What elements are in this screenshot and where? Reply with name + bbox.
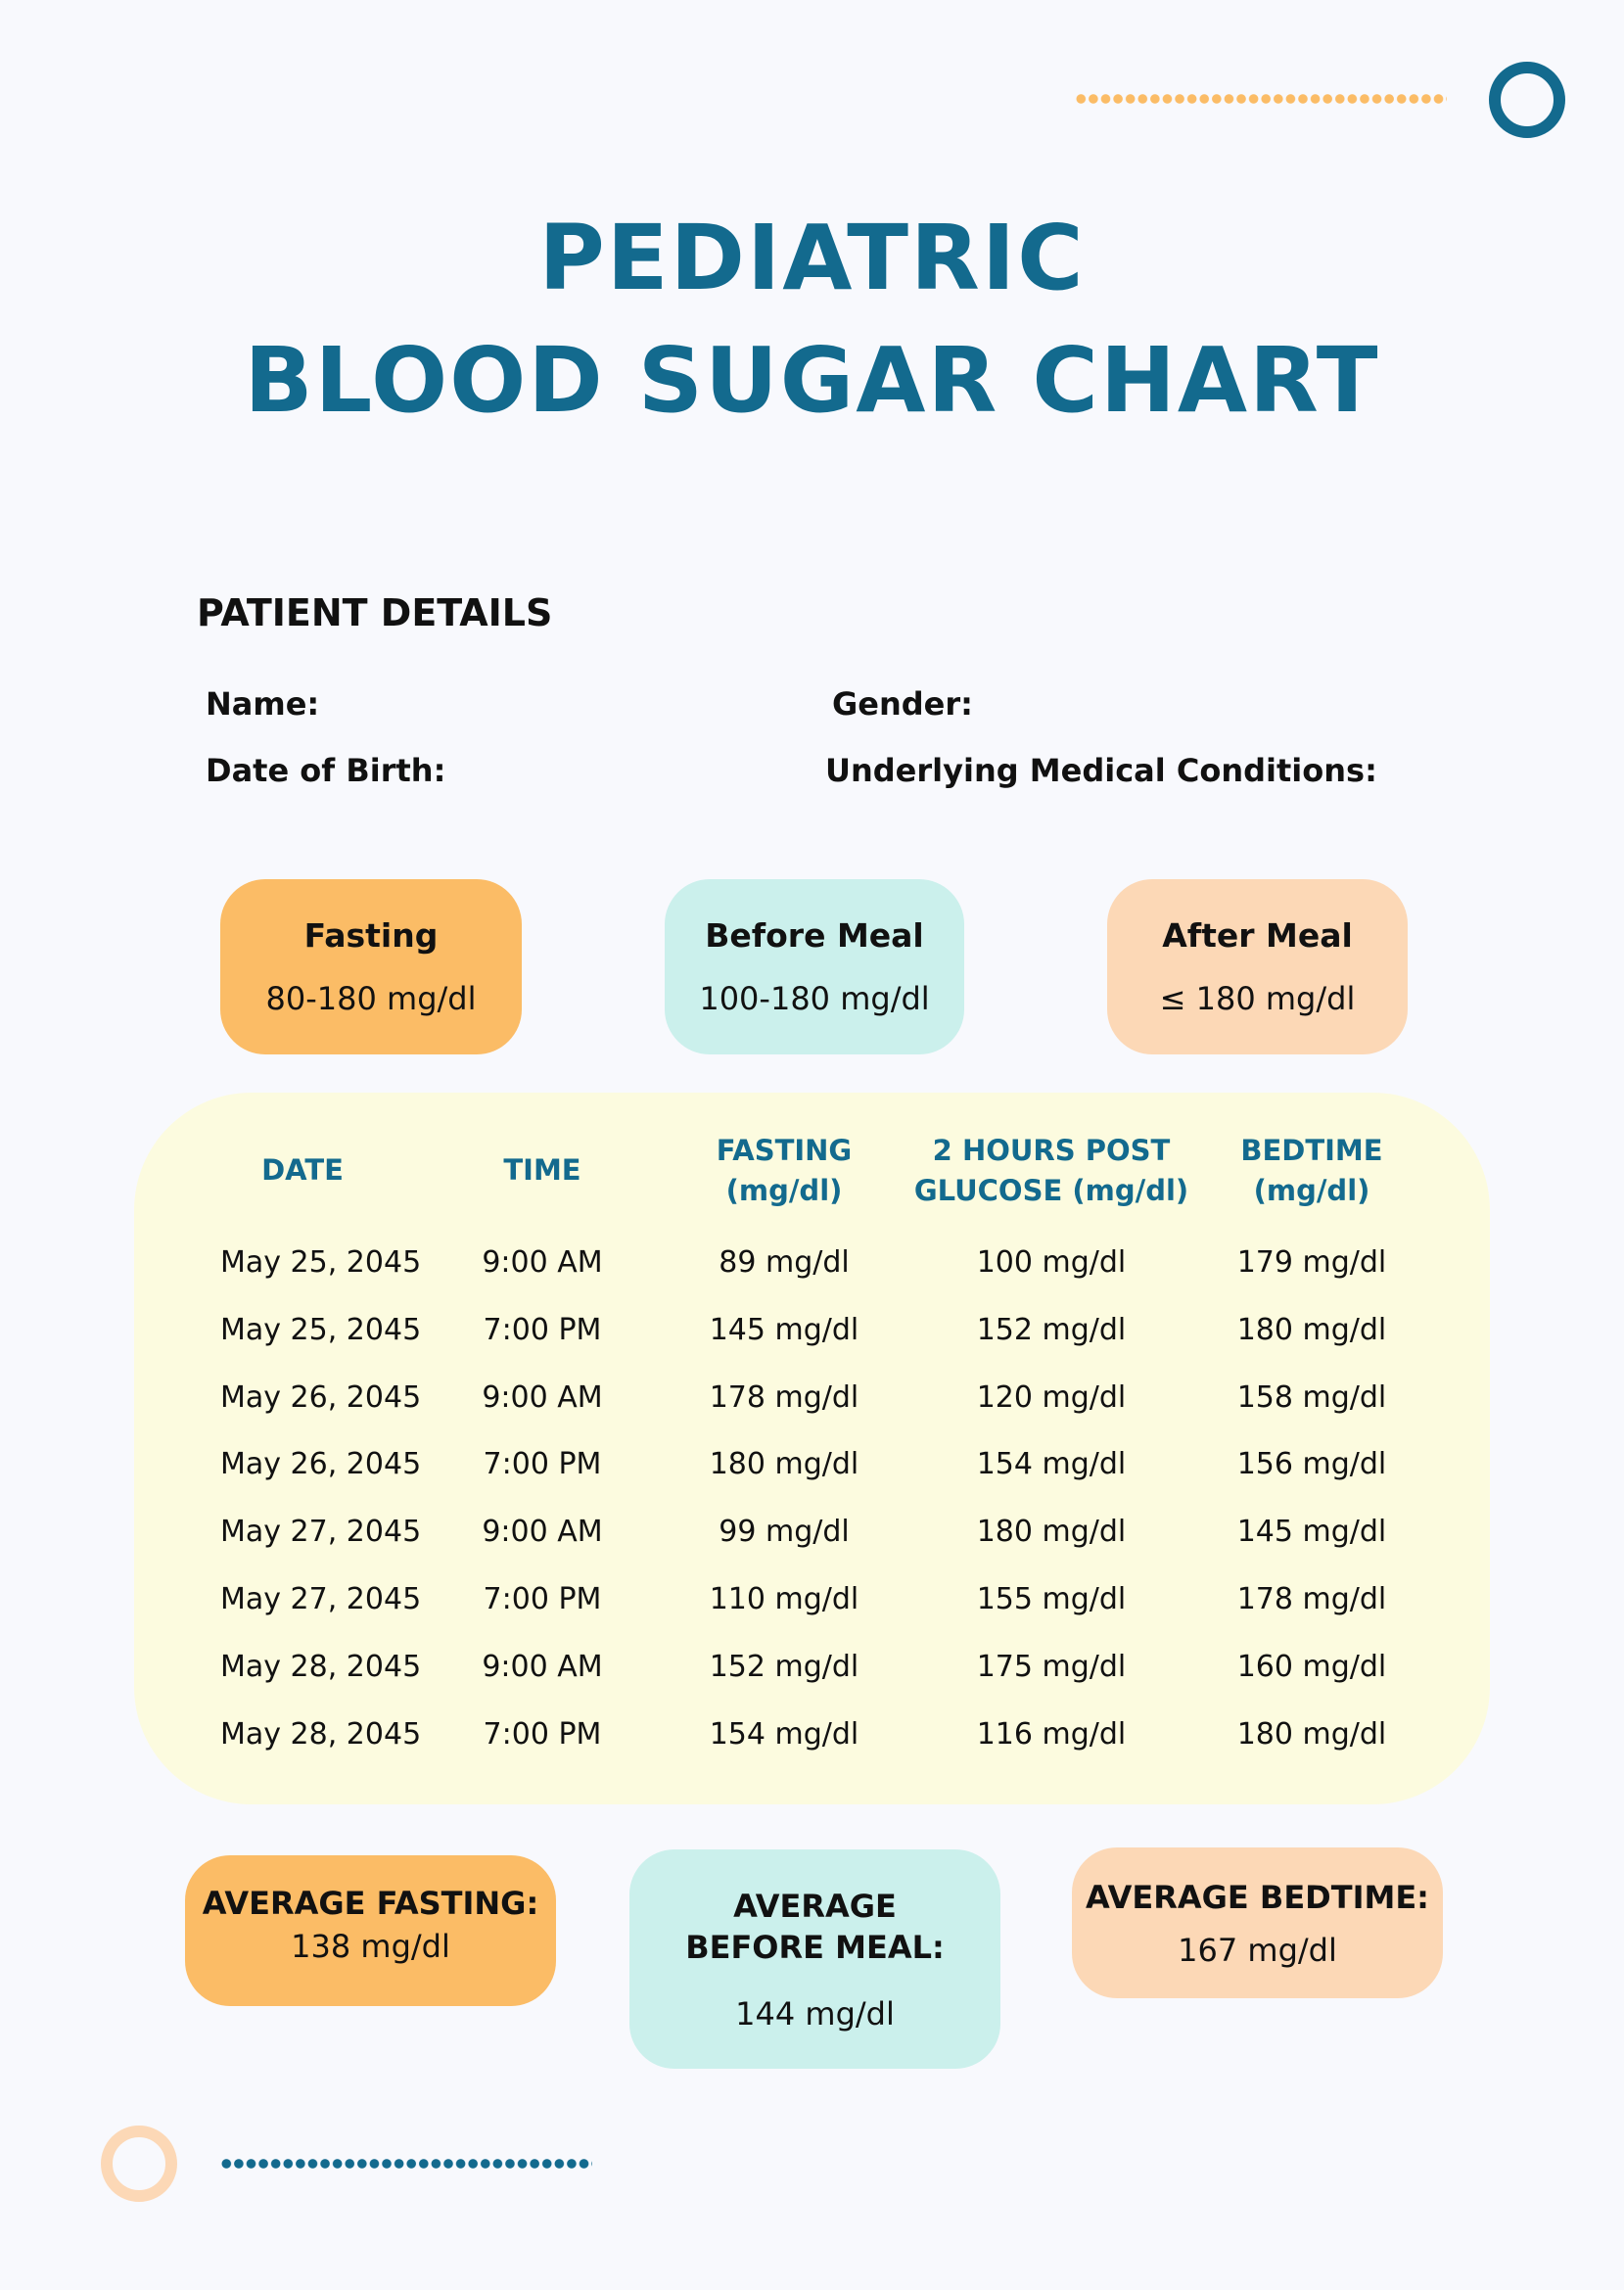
cell-bedtime: 180 mg/dl <box>1236 1312 1387 1347</box>
average-before-meal-label-line2: BEFORE MEAL: <box>685 1929 945 1966</box>
range-label: Fasting <box>303 916 439 955</box>
average-before-meal-label-line1: AVERAGE <box>733 1888 897 1925</box>
cell-time: 9:00 AM <box>482 1649 603 1684</box>
decorative-circle-bottom <box>101 2126 177 2202</box>
average-fasting: AVERAGE FASTING: 138 mg/dl <box>185 1855 556 2006</box>
column-header-fasting: FASTING (mg/dl) <box>637 1131 931 1211</box>
gender-label: Gender: <box>832 685 973 723</box>
cell-time: 9:00 AM <box>482 1245 603 1280</box>
column-header-time: TIME <box>395 1150 689 1191</box>
average-before-meal: AVERAGE BEFORE MEAL: 144 mg/dl <box>629 1849 1000 2069</box>
cell-time: 7:00 PM <box>483 1582 602 1616</box>
cell-bedtime: 160 mg/dl <box>1236 1649 1387 1684</box>
cell-time: 9:00 AM <box>482 1379 603 1415</box>
page-title-line1: PEDIATRIC <box>538 206 1086 310</box>
column-header-post-glucose: 2 HOURS POST GLUCOSE (mg/dl) <box>905 1131 1198 1211</box>
average-fasting-label: AVERAGE FASTING: <box>202 1885 539 1922</box>
cell-fasting: 99 mg/dl <box>719 1515 850 1550</box>
cell-bedtime: 178 mg/dl <box>1236 1582 1387 1616</box>
cell-post-glucose: 154 mg/dl <box>976 1447 1127 1482</box>
cell-bedtime: 158 mg/dl <box>1236 1379 1387 1415</box>
cell-time: 7:00 PM <box>483 1716 602 1752</box>
header-line2: (mg/dl) <box>725 1174 843 1207</box>
cell-post-glucose: 120 mg/dl <box>976 1379 1127 1415</box>
cell-date: May 26, 2045 <box>220 1379 422 1415</box>
cell-fasting: 180 mg/dl <box>709 1447 859 1482</box>
header-line2: GLUCOSE (mg/dl) <box>913 1174 1189 1207</box>
cell-fasting: 152 mg/dl <box>709 1649 859 1684</box>
range-before-meal: Before Meal 100-180 mg/dl <box>665 879 964 1054</box>
range-label: Before Meal <box>705 916 924 955</box>
cell-fasting: 110 mg/dl <box>709 1582 859 1616</box>
patient-details-heading: PATIENT DETAILS <box>197 591 553 634</box>
average-bedtime-value: 167 mg/dl <box>1178 1932 1337 1969</box>
header-line2: (mg/dl) <box>1253 1174 1370 1207</box>
name-label: Name: <box>206 685 320 723</box>
cell-date: May 25, 2045 <box>220 1312 422 1347</box>
range-value: 100-180 mg/dl <box>699 980 930 1017</box>
cell-date: May 27, 2045 <box>220 1582 422 1616</box>
header-line1: TIME <box>503 1153 581 1187</box>
cell-time: 7:00 PM <box>483 1447 602 1482</box>
header-line1: DATE <box>261 1153 344 1187</box>
cell-bedtime: 180 mg/dl <box>1236 1716 1387 1752</box>
cell-date: May 28, 2045 <box>220 1649 422 1684</box>
average-fasting-value: 138 mg/dl <box>291 1928 450 1965</box>
column-header-date: DATE <box>156 1150 449 1191</box>
cell-date: May 27, 2045 <box>220 1515 422 1550</box>
average-bedtime: AVERAGE BEDTIME: 167 mg/dl <box>1072 1847 1443 1998</box>
cell-post-glucose: 175 mg/dl <box>976 1649 1127 1684</box>
readings-table <box>134 1093 1490 1804</box>
range-value: 80-180 mg/dl <box>265 980 477 1017</box>
cell-bedtime: 145 mg/dl <box>1236 1515 1387 1550</box>
conditions-label: Underlying Medical Conditions: <box>825 752 1377 789</box>
decorative-dots-bottom <box>220 2158 592 2170</box>
cell-post-glucose: 116 mg/dl <box>976 1716 1127 1752</box>
average-bedtime-label: AVERAGE BEDTIME: <box>1086 1879 1429 1916</box>
header-line1: 2 HOURS POST <box>932 1134 1171 1167</box>
cell-fasting: 178 mg/dl <box>709 1379 859 1415</box>
column-header-bedtime: BEDTIME (mg/dl) <box>1165 1131 1459 1211</box>
cell-post-glucose: 100 mg/dl <box>976 1245 1127 1280</box>
cell-time: 9:00 AM <box>482 1515 603 1550</box>
cell-post-glucose: 180 mg/dl <box>976 1515 1127 1550</box>
dob-label: Date of Birth: <box>206 752 446 789</box>
cell-bedtime: 179 mg/dl <box>1236 1245 1387 1280</box>
cell-bedtime: 156 mg/dl <box>1236 1447 1387 1482</box>
cell-date: May 26, 2045 <box>220 1447 422 1482</box>
page-title-line2: BLOOD SUGAR CHART <box>244 328 1380 433</box>
cell-fasting: 89 mg/dl <box>719 1245 850 1280</box>
cell-post-glucose: 155 mg/dl <box>976 1582 1127 1616</box>
header-line1: BEDTIME <box>1240 1134 1383 1167</box>
cell-time: 7:00 PM <box>483 1312 602 1347</box>
cell-date: May 28, 2045 <box>220 1716 422 1752</box>
average-before-meal-value: 144 mg/dl <box>735 1995 895 2033</box>
range-fasting: Fasting 80-180 mg/dl <box>220 879 522 1054</box>
cell-fasting: 145 mg/dl <box>709 1312 859 1347</box>
decorative-dots-top <box>1075 93 1447 105</box>
cell-fasting: 154 mg/dl <box>709 1716 859 1752</box>
range-label: After Meal <box>1162 916 1353 955</box>
decorative-circle-top <box>1489 62 1565 138</box>
range-value: ≤ 180 mg/dl <box>1159 980 1356 1017</box>
header-line1: FASTING <box>716 1134 853 1167</box>
range-after-meal: After Meal ≤ 180 mg/dl <box>1107 879 1408 1054</box>
cell-post-glucose: 152 mg/dl <box>976 1312 1127 1347</box>
cell-date: May 25, 2045 <box>220 1245 422 1280</box>
